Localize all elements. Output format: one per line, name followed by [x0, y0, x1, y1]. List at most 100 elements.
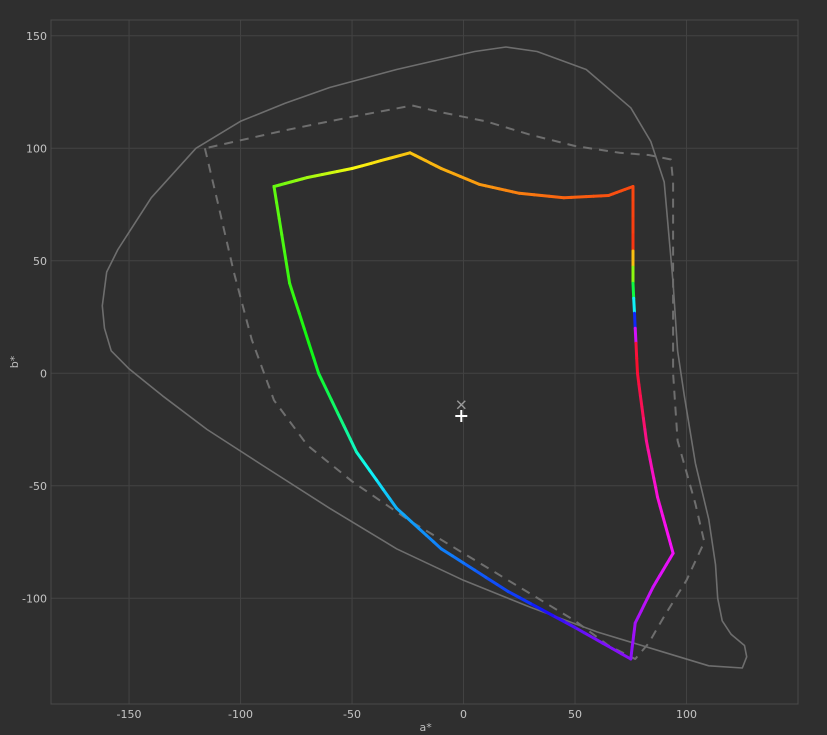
- gamut-rainbow-segment: [389, 153, 402, 160]
- gamut-rainbow-segment: [302, 326, 311, 345]
- y-tick-label: 150: [26, 30, 47, 43]
- gamut-rainbow-segment: [329, 398, 339, 415]
- gamut-curves: [101, 46, 748, 669]
- gamut-rainbow-segment: [643, 428, 648, 443]
- gamut-rainbow-segment: [375, 478, 385, 491]
- gamut-rainbow-segment: [280, 233, 286, 253]
- gamut-rainbow-segment: [417, 527, 428, 537]
- y-tick-label: -50: [29, 480, 47, 493]
- gamut-rainbow-segment: [648, 458, 654, 471]
- gamut-rainbow-segment: [307, 341, 316, 360]
- gamut-rainbow-segment: [635, 356, 639, 375]
- gamut-rainbow-segment: [297, 311, 306, 330]
- gamut-rainbow-segment: [654, 486, 659, 499]
- gamut-rainbow-segment: [473, 568, 488, 579]
- gamut-rainbow-segment: [432, 540, 443, 551]
- gamut-rainbow-segment: [540, 608, 555, 617]
- gamut-rainbow-segment: [395, 506, 406, 517]
- x-tick-label: -100: [228, 708, 253, 721]
- gamut-rainbow-segment: [632, 296, 636, 315]
- gamut-rainbow-segment: [644, 439, 650, 452]
- plot-frame: [50, 19, 799, 705]
- gamut-rainbow-segment: [601, 641, 614, 650]
- gamut-rainbow-segment: [663, 523, 670, 536]
- gamut-rainbow-segment: [636, 371, 641, 386]
- gamut-rainbow-segment: [282, 249, 289, 269]
- gamut-rainbow-segment: [439, 547, 454, 558]
- gamut-rainbow-segment: [312, 356, 321, 375]
- gamut-rainbow-segment: [551, 614, 566, 623]
- gamut-rainbow-segment: [379, 156, 393, 163]
- gamut-rainbow-segment: [450, 554, 465, 565]
- gamut-rainbow-segment: [656, 495, 662, 508]
- gamut-rainbow-segment: [462, 561, 477, 572]
- white-point-markers: [455, 400, 468, 422]
- gamut-rainbow-segment: [528, 602, 544, 611]
- gamut-rainbow-segment: [641, 416, 647, 431]
- gamut-rainbow-segment: [398, 151, 412, 157]
- gamut-rainbow-segment: [592, 636, 605, 645]
- gamut-rainbow-segment: [620, 652, 633, 661]
- cross-marker: [456, 400, 466, 410]
- gamut-rainbow-segment: [666, 533, 672, 546]
- y-tick-label: 0: [40, 367, 47, 380]
- gamut-rainbow-segment: [348, 437, 358, 454]
- gamut-rainbow-segment: [633, 326, 638, 345]
- gamut-rainbow-segment: [506, 590, 521, 599]
- gamut-rainbow-segment: [336, 411, 346, 428]
- gamut-rainbow-segment: [381, 488, 392, 501]
- gamut-rainbow-segment: [650, 467, 656, 480]
- gamut-rainbow-segment: [369, 159, 383, 165]
- gamut-rainbow-segment: [517, 596, 532, 605]
- gamut-outline-solid: [101, 46, 748, 669]
- gamut-rainbow-segment: [424, 533, 436, 544]
- tick-labels: -150 -100 -50 0 50 100 150 100 50 0 -50 -100: [22, 30, 697, 721]
- gamut-rainbow-segment: [402, 513, 413, 524]
- x-tick-label: 100: [676, 708, 697, 721]
- gamut-rainbow-segment: [582, 631, 596, 640]
- gamut-rainbow-segment: [323, 384, 333, 401]
- gamut-rainbow-segment: [562, 620, 577, 629]
- gamut-outline-dashed: [203, 104, 706, 660]
- gamut-rainbow-segment: [355, 450, 365, 463]
- x-tick-label: -50: [343, 708, 361, 721]
- gamut-rainbow-segment: [658, 504, 665, 518]
- gamut-rainbow-segment: [495, 582, 510, 593]
- gamut-rainbow-segment: [631, 281, 636, 300]
- gamut-rainbow-segment: [652, 476, 658, 490]
- gamut-rainbow-segment: [350, 164, 364, 170]
- gamut-rainbow-segment: [361, 459, 372, 473]
- gamut-rainbow-segment: [637, 383, 642, 398]
- x-tick-label: 50: [568, 708, 582, 721]
- gamut-rainbow-segment: [272, 185, 279, 205]
- x-tick-label: -150: [117, 708, 142, 721]
- gamut-rainbow-segment: [640, 405, 645, 420]
- gamut-rainbow-segment: [277, 217, 284, 237]
- gamut-rainbow-segment: [573, 626, 586, 635]
- gamut-rainbow-segment: [368, 469, 379, 482]
- x-tick-label: 0: [460, 708, 467, 721]
- plot-border: [50, 19, 799, 705]
- gamut-rainbow-segment: [388, 497, 399, 510]
- chart-grid: [51, 20, 798, 704]
- y-axis-label: b*: [8, 355, 21, 368]
- gamut-rainbow-segment: [275, 201, 281, 221]
- gamut-rainbow-segment: [646, 448, 652, 461]
- gamut-rainbow-segment: [610, 647, 623, 656]
- y-tick-label: 100: [26, 142, 47, 155]
- gamut-rainbow-segment: [292, 296, 301, 315]
- gamut-rainbow-segment: [669, 542, 675, 555]
- gamut-rainbow-segment: [317, 371, 327, 388]
- plus-marker: [455, 410, 468, 422]
- gamut-rainbow-segment: [410, 520, 421, 530]
- gamut-rainbow-segment: [285, 265, 292, 285]
- gamut-rainbow-segment: [634, 341, 639, 360]
- gamut-rainbow-segment: [360, 161, 373, 168]
- y-tick-label: -100: [22, 592, 47, 605]
- gamut-rainbow-segment: [633, 311, 637, 330]
- gamut-rainbow-segment: [638, 394, 644, 409]
- gamut-rainbow-segment: [342, 424, 352, 441]
- gamut-rainbow-segment: [288, 281, 296, 300]
- gamut-rainbow-segment: [484, 575, 499, 586]
